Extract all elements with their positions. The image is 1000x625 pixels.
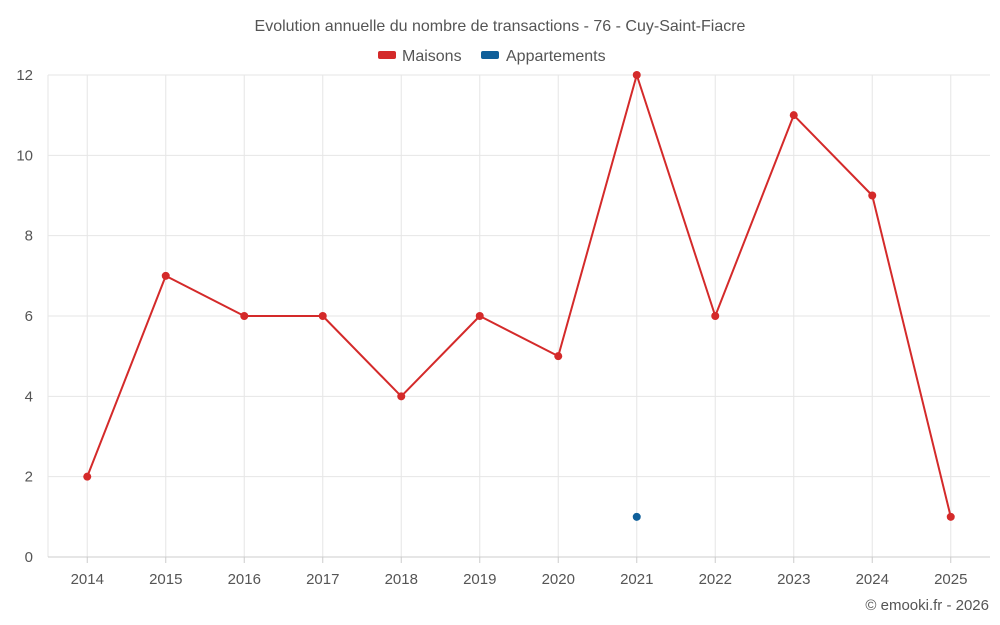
y-tick-label: 8: [25, 228, 33, 245]
y-tick-label: 0: [25, 549, 33, 566]
x-tick-label: 2023: [777, 571, 810, 588]
data-point-maisons[interactable]: [240, 312, 249, 320]
legend-swatch-maisons: [378, 51, 396, 59]
axes: 0 2 4 6 8 10 12 2014 2015 2016 2017 2018 2019 2020 202…: [16, 67, 990, 588]
legend-label-appartements: Appartements: [506, 48, 606, 65]
data-point-maisons[interactable]: [868, 191, 877, 200]
data-point-maisons[interactable]: [318, 312, 327, 320]
x-tick-label: 2017: [306, 571, 339, 588]
y-tick-label: 4: [25, 388, 33, 405]
chart-title: Evolution annuelle du nombre de transact…: [255, 18, 746, 35]
y-tick-label: 2: [25, 469, 33, 486]
y-tick-label: 10: [16, 147, 33, 164]
x-tick-label: 2022: [699, 571, 732, 588]
series-line-maisons: [86, 74, 952, 518]
series: [83, 71, 955, 521]
data-point-maisons[interactable]: [632, 71, 641, 79]
x-tick-label: 2024: [856, 571, 889, 588]
data-point-maisons[interactable]: [554, 352, 563, 361]
legend-swatch-appartements: [481, 51, 499, 59]
x-tick-label: 2025: [934, 571, 967, 588]
x-tick-label: 2018: [385, 571, 418, 588]
x-tick-label: 2019: [463, 571, 496, 588]
grid-lines: [47, 74, 990, 557]
legend-item-maisons[interactable]: Maisons: [378, 48, 462, 65]
data-point-maisons[interactable]: [789, 111, 798, 120]
data-point-maisons[interactable]: [397, 392, 406, 401]
data-point-appartements[interactable]: [632, 512, 641, 521]
y-tick-label: 6: [25, 308, 33, 325]
data-point-maisons[interactable]: [475, 312, 484, 320]
credit-label: © emooki.fr - 2026: [865, 597, 989, 614]
x-tick-label: 2016: [228, 571, 261, 588]
legend-label-maisons: Maisons: [402, 48, 462, 65]
legend-item-appartements[interactable]: Appartements: [481, 48, 606, 65]
data-point-maisons[interactable]: [711, 312, 720, 320]
data-point-maisons[interactable]: [83, 472, 92, 481]
legend: Maisons Appartements: [378, 48, 606, 65]
data-point-maisons[interactable]: [161, 271, 170, 280]
x-tick-label: 2021: [620, 571, 653, 588]
x-tick-label: 2020: [542, 571, 575, 588]
data-point-maisons[interactable]: [946, 512, 955, 521]
y-tick-label: 12: [16, 67, 33, 84]
x-tick-label: 2014: [71, 571, 104, 588]
x-tick-label: 2015: [149, 571, 182, 588]
